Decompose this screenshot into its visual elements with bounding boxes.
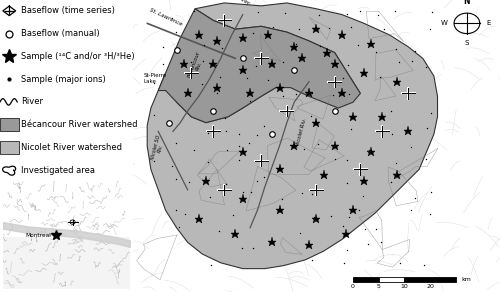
- Text: 20: 20: [426, 284, 434, 289]
- Text: 0: 0: [351, 284, 355, 289]
- Text: Bécancour River watershed: Bécancour River watershed: [21, 120, 138, 129]
- Text: km: km: [462, 277, 471, 282]
- Text: Nicolet River watershed: Nicolet River watershed: [21, 143, 122, 152]
- Bar: [0, 141, 18, 154]
- Text: S: S: [464, 40, 469, 46]
- Text: 10: 10: [400, 284, 408, 289]
- Text: E: E: [486, 20, 491, 26]
- Text: Montreal: Montreal: [25, 232, 51, 238]
- Text: Investigated area: Investigated area: [21, 166, 95, 175]
- Text: St. Lawrence: St. Lawrence: [148, 8, 183, 27]
- Text: Sample (¹⁴C and/or ³H/³He): Sample (¹⁴C and/or ³H/³He): [21, 52, 135, 61]
- Bar: [404, 277, 430, 282]
- Bar: [378, 277, 404, 282]
- Bar: [430, 277, 456, 282]
- Text: Sample (major ions): Sample (major ions): [21, 75, 106, 84]
- Text: Nicolet Riv.: Nicolet Riv.: [296, 117, 308, 147]
- Text: N: N: [464, 0, 470, 6]
- Text: St-Pierre
Lake: St-Pierre Lake: [144, 74, 167, 84]
- Bar: [0, 118, 18, 131]
- Text: Bécancour
Riv.: Bécancour Riv.: [187, 50, 206, 80]
- Text: 5: 5: [377, 284, 380, 289]
- Text: Baseflow (time series): Baseflow (time series): [21, 6, 115, 15]
- Polygon shape: [147, 3, 438, 269]
- Polygon shape: [158, 9, 360, 123]
- Text: River: River: [21, 98, 43, 106]
- Text: Baseflow (manual): Baseflow (manual): [21, 29, 100, 38]
- Bar: [2, 237, 130, 289]
- Bar: [353, 277, 378, 282]
- Text: River: River: [236, 0, 251, 7]
- Text: W: W: [440, 20, 448, 26]
- Text: Nicolet SO
Riv.: Nicolet SO Riv.: [150, 134, 166, 161]
